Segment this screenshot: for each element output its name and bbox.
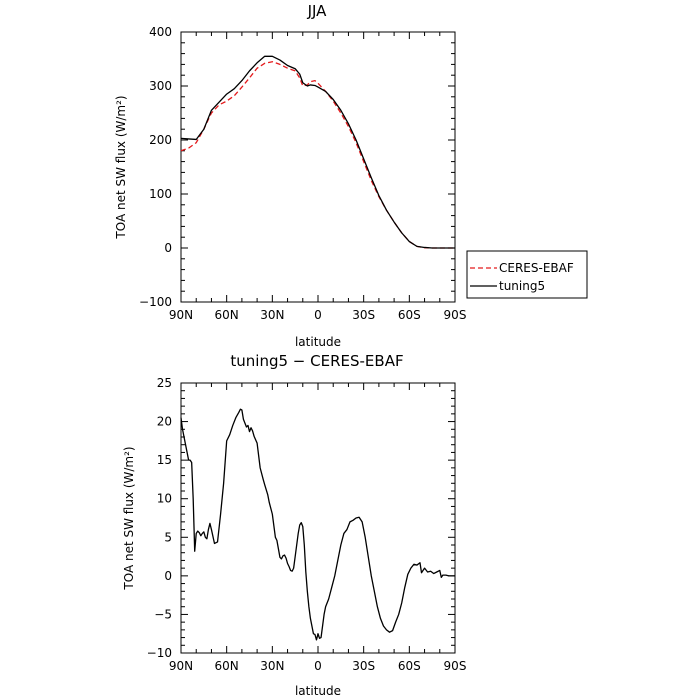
bottom-y-axis-label: TOA net SW flux (W/m²)	[122, 446, 136, 590]
series-line-difference-0	[180, 408, 455, 641]
bottom-series-lines	[180, 408, 455, 641]
x-tick-label: 90N	[169, 659, 193, 673]
bottom-plot-frame	[180, 382, 456, 654]
y-tick-label: 10	[157, 492, 172, 506]
x-tick-label: 90N	[169, 308, 193, 322]
legend-label-ceres: CERES-EBAF	[499, 261, 574, 275]
series-line-ceres-ebaf	[180, 61, 455, 249]
y-tick-label: −100	[139, 295, 172, 309]
x-tick-label: 0	[314, 659, 322, 673]
series-line-tuning5	[180, 55, 455, 249]
top-y-tick-labels: −100 0 100 200 300 400	[139, 25, 172, 309]
top-x-tick-labels: 90N 60N 30N 0 30S 60S 90S	[169, 308, 467, 322]
bottom-y-tick-labels: −10 −5 0 5 10 15 20 25	[147, 376, 172, 660]
top-x-axis-label: latitude	[295, 335, 341, 349]
y-tick-label: 5	[164, 530, 172, 544]
top-ticks	[180, 31, 456, 303]
x-tick-label: 0	[314, 308, 322, 322]
bottom-panel: tuning5 − CERES-EBAF 90N 60N 30N 0 30S 60S 90S…	[122, 352, 466, 698]
x-tick-label: 60S	[398, 659, 421, 673]
legend: CERES-EBAF tuning5	[466, 250, 588, 299]
y-tick-label: 0	[164, 569, 172, 583]
top-plot-frame	[180, 31, 456, 303]
x-tick-label: 30N	[260, 659, 284, 673]
y-tick-label: −10	[147, 646, 172, 660]
y-tick-label: 15	[157, 453, 172, 467]
legend-box	[466, 250, 588, 299]
y-tick-label: 100	[149, 187, 172, 201]
bottom-x-axis-label: latitude	[295, 684, 341, 698]
bottom-x-tick-labels: 90N 60N 30N 0 30S 60S 90S	[169, 659, 467, 673]
y-tick-label: 20	[157, 415, 172, 429]
bottom-title: tuning5 − CERES-EBAF	[230, 352, 403, 370]
bottom-ticks	[180, 382, 456, 654]
x-tick-label: 60N	[215, 308, 239, 322]
x-tick-label: 30N	[260, 308, 284, 322]
top-title: JJA	[307, 2, 328, 20]
top-y-axis-label: TOA net SW flux (W/m²)	[114, 95, 128, 239]
top-panel: JJA 90N 60N 30N 0 30S 60S 90S −100 0 100 200 300 40…	[114, 2, 588, 349]
y-tick-label: 200	[149, 133, 172, 147]
y-tick-label: 400	[149, 25, 172, 39]
x-tick-label: 90S	[444, 659, 467, 673]
y-tick-label: 0	[164, 241, 172, 255]
x-tick-label: 90S	[444, 308, 467, 322]
y-tick-label: 25	[157, 376, 172, 390]
legend-label-tuning5: tuning5	[499, 279, 545, 293]
x-tick-label: 30S	[352, 659, 375, 673]
x-tick-label: 60N	[215, 659, 239, 673]
y-tick-label: −5	[154, 607, 172, 621]
x-tick-label: 60S	[398, 308, 421, 322]
x-tick-label: 30S	[352, 308, 375, 322]
top-series-lines	[180, 55, 455, 249]
y-tick-label: 300	[149, 79, 172, 93]
